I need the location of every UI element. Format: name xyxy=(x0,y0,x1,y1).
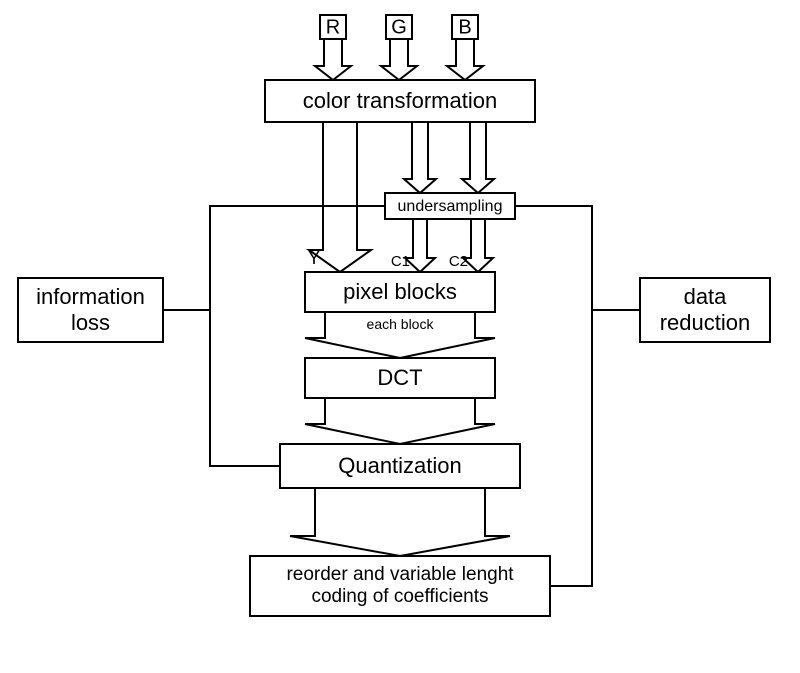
label-c1: C1 xyxy=(391,253,410,270)
label-dct: DCT xyxy=(377,365,422,390)
arrow-q-to-reorder xyxy=(290,488,510,556)
connector-datared-bracket xyxy=(515,206,592,586)
label-undersampling: undersampling xyxy=(398,198,503,215)
label-b: B xyxy=(458,16,471,38)
label-g: G xyxy=(391,16,407,38)
label-r: R xyxy=(326,16,340,38)
label-data-red-1: data xyxy=(684,284,728,309)
label-y: Y xyxy=(308,248,320,268)
label-reorder-2: coding of coefficients xyxy=(311,586,488,607)
arrow-ct-to-us1 xyxy=(404,122,436,193)
label-color-transform: color transformation xyxy=(303,88,497,113)
label-each-block: each block xyxy=(367,316,435,332)
label-info-loss-1: information xyxy=(36,284,145,309)
arrow-ct-to-us2 xyxy=(462,122,494,193)
label-reorder-1: reorder and variable lenght xyxy=(286,564,514,585)
label-info-loss-2: loss xyxy=(71,310,110,335)
label-quantization: Quantization xyxy=(338,453,462,478)
arrow-r-to-ct xyxy=(315,39,351,80)
label-pixel-blocks: pixel blocks xyxy=(343,279,457,304)
arrow-b-to-ct xyxy=(447,39,483,80)
label-c2: C2 xyxy=(449,253,468,270)
arrow-dct-to-q xyxy=(305,398,495,444)
label-data-red-2: reduction xyxy=(660,310,751,335)
arrow-g-to-ct xyxy=(381,39,417,80)
